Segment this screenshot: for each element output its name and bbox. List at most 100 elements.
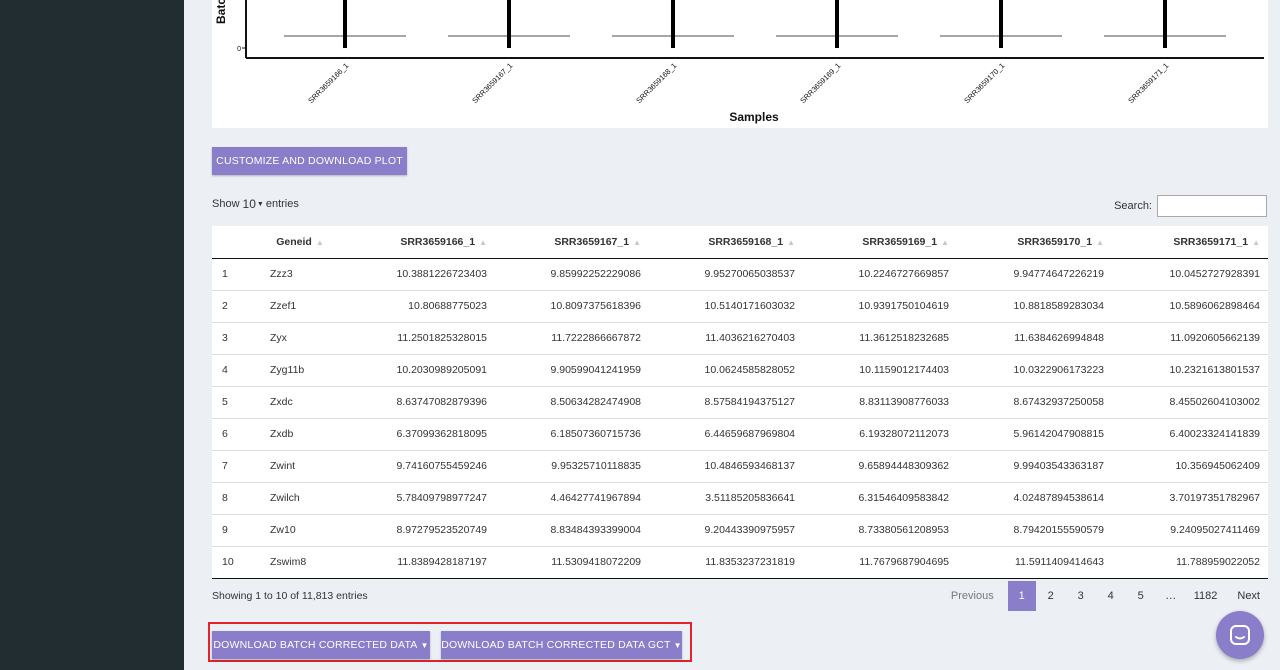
value-cell: 10.5140171603032	[649, 289, 803, 322]
pagination-previous[interactable]: Previous	[950, 590, 994, 602]
x-tick-label: SRR3659168_1	[634, 61, 678, 105]
value-cell: 10.5896062898464	[1112, 289, 1268, 322]
caret-down-icon: ▼	[256, 200, 264, 208]
search-input[interactable]	[1157, 195, 1267, 217]
value-cell: 6.40023324141839	[1112, 417, 1268, 450]
value-cell: 6.31546409583842	[803, 481, 957, 514]
gene-id-cell: Zswim8	[250, 545, 350, 579]
value-cell: 9.20443390975957	[649, 513, 803, 546]
value-cell: 9.90599041241959	[495, 353, 649, 386]
caret-down-icon: ▼	[673, 641, 682, 650]
gene-id-cell: Zyx	[250, 321, 350, 354]
x-tick-label: SRR3659169_1	[798, 61, 842, 105]
pagination-page-3[interactable]: 3	[1077, 590, 1084, 602]
column-header-sample[interactable]: SRR3659167_1 ▲	[495, 226, 649, 259]
value-cell: 10.0452727928391	[1169, 268, 1260, 280]
value-cell: 6.44659687969804	[649, 417, 803, 450]
value-cell: 9.94774647226219	[1013, 268, 1104, 280]
main-content: Batc 0 SRR3659166_1 SRR3659167_1 SRR365916…	[184, 0, 1280, 670]
value-cell: 3.51185205836641	[649, 481, 803, 514]
value-cell: 11.7222866667872	[495, 321, 649, 354]
column-header-label: Geneid	[276, 235, 312, 248]
column-header-sample[interactable]: SRR3659169_1 ▲	[803, 226, 957, 259]
column-header-label: SRR3659169_1	[862, 235, 938, 248]
value-cell: 11.2501825328015	[350, 321, 495, 354]
pagination-page-2[interactable]: 2	[1047, 590, 1054, 602]
value-cell: 11.0920605662139	[1112, 321, 1268, 354]
x-axis-label: Samples	[729, 110, 779, 124]
value-cell: 11.3612518232685	[803, 321, 957, 354]
search-label: Search:	[1114, 200, 1152, 212]
gene-id-cell: Zyg11b	[250, 353, 350, 386]
value-cell: 11.4036216270403	[649, 321, 803, 354]
value-cell: 8.50634282474908	[495, 385, 649, 418]
column-header-label: SRR3659170_1	[1017, 235, 1093, 248]
gene-id-cell: Zwilch	[250, 481, 350, 514]
value-cell: 10.8818589283034	[957, 289, 1112, 322]
gene-id-cell: Zxdc	[250, 385, 350, 418]
entries-label: entries	[265, 198, 299, 210]
value-cell: 6.18507360715736	[495, 417, 649, 450]
table-row: 2 Zzef1 10.80688775023 10.8097375618396 10.5…	[212, 289, 1268, 322]
pagination-page-5[interactable]: 5	[1137, 590, 1144, 602]
pagination-page-last[interactable]: 1182	[1193, 590, 1218, 602]
table-row: 6 Zxdb 6.37099362818095 6.18507360715736 6.4…	[212, 417, 1268, 450]
gene-id-cell: Zzz3	[270, 268, 293, 280]
table-row: 3 Zyx 11.2501825328015 11.7222866667872 11.4…	[212, 321, 1268, 354]
download-batch-corrected-data-button[interactable]: DOWNLOAD BATCH CORRECTED DATA ▼	[212, 631, 430, 659]
column-header-sample[interactable]: SRR3659171_1 ▲	[1112, 226, 1268, 259]
pagination-next[interactable]: Next	[1237, 590, 1260, 602]
pagination-page-1[interactable]: 1	[1007, 581, 1036, 611]
column-header-sample[interactable]: SRR3659170_1 ▲	[957, 226, 1112, 259]
sidebar	[0, 0, 184, 670]
table-row: 7 Zwint 9.74160755459246 9.95325710118835 10…	[212, 449, 1268, 482]
gene-id-cell: Zw10	[250, 513, 350, 546]
data-table: Geneid ▲ SRR3659166_1 ▲ SRR3659167_1 ▲ SRR3659…	[212, 226, 1268, 579]
table-row: 10 Zswim8 11.8389428187197 11.5309418072209…	[212, 545, 1268, 579]
show-label: Show	[212, 198, 240, 210]
sort-icon: ▲	[479, 237, 487, 247]
gene-id-cell: Zzef1	[250, 289, 350, 322]
value-cell: 8.45502604103002	[1112, 385, 1268, 418]
gene-id-cell: Zxdb	[250, 417, 350, 450]
pagination-ellipsis: …	[1165, 590, 1177, 602]
value-cell: 11.788959022052	[1112, 545, 1268, 579]
value-cell: 8.83113908776033	[803, 385, 957, 418]
table-row: 9 Zw10 8.97279523520749 8.83484393399004 9.2…	[212, 513, 1268, 546]
pagination: Previous 1 2 3 4 5 … 1182 Next	[951, 581, 1268, 611]
row-index-cell: 3	[212, 321, 250, 354]
value-cell: 10.1159012174403	[803, 353, 957, 386]
column-header-index	[212, 226, 250, 259]
value-cell: 10.8097375618396	[495, 289, 649, 322]
download-batch-corrected-data-gct-button[interactable]: DOWNLOAD BATCH CORRECTED DATA GCT ▼	[441, 631, 682, 659]
batch-plot-svg: Batc 0 SRR3659166_1 SRR3659167_1 SRR365916…	[214, 0, 1264, 124]
table-row: 1 Zzz3 10.3881226723403 9.85992252229086 9.9…	[212, 258, 1268, 290]
value-cell: 11.6384626994848	[957, 321, 1112, 354]
value-cell: 10.9391750104619	[803, 289, 957, 322]
x-tick-label: SRR3659167_1	[470, 61, 514, 105]
gene-id-cell: Zwint	[250, 449, 350, 482]
customize-download-plot-button[interactable]: CUSTOMIZE AND DOWNLOAD PLOT	[212, 147, 407, 175]
value-cell: 6.19328072112073	[803, 417, 957, 450]
value-cell: 10.2246727669857	[858, 268, 949, 280]
column-header-sample[interactable]: SRR3659166_1 ▲	[350, 226, 495, 259]
column-header-sample[interactable]: SRR3659168_1 ▲	[649, 226, 803, 259]
row-index-cell: 1	[222, 268, 228, 280]
row-index-cell: 4	[212, 353, 250, 386]
sort-icon: ▲	[1252, 237, 1260, 247]
column-header-geneid[interactable]: Geneid ▲	[250, 226, 350, 259]
value-cell: 11.5911409414643	[957, 545, 1112, 579]
row-index-cell: 6	[212, 417, 250, 450]
column-header-label: SRR3659168_1	[708, 235, 784, 248]
value-cell: 10.4846593468137	[649, 449, 803, 482]
value-cell: 4.02487894538614	[957, 481, 1112, 514]
value-cell: 10.0322906173223	[957, 353, 1112, 386]
table-info: Showing 1 to 10 of 11,813 entries	[212, 590, 368, 602]
entries-select[interactable]: 10 ▼	[243, 197, 264, 211]
chat-launcher-button[interactable]	[1216, 611, 1264, 659]
download-highlight-frame	[208, 622, 692, 662]
pagination-page-4[interactable]: 4	[1107, 590, 1114, 602]
column-header-label: SRR3659166_1	[400, 235, 476, 248]
value-cell: 9.65894448309362	[803, 449, 957, 482]
value-cell: 8.79420155590579	[957, 513, 1112, 546]
